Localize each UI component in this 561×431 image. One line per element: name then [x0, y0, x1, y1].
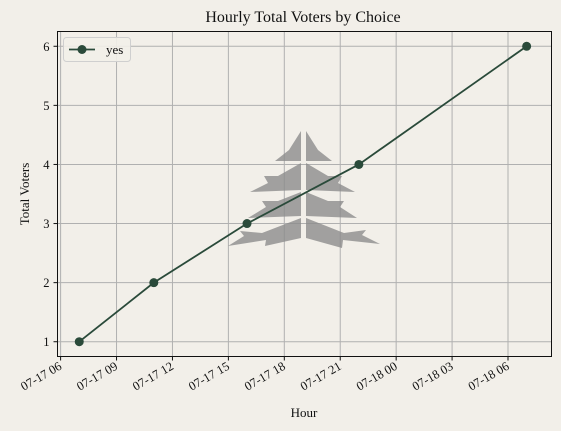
x-tick-label: 07-17 15 — [186, 359, 232, 394]
plot-frame — [57, 31, 552, 357]
x-tick-label: 07-18 00 — [354, 359, 400, 394]
legend-marker — [77, 45, 87, 54]
y-tick-label: 5 — [43, 99, 49, 113]
legend-box — [63, 37, 131, 62]
series-line-yes — [78, 45, 528, 343]
data-point-yes — [522, 41, 532, 51]
data-point-yes — [354, 159, 364, 169]
legend-label-yes: yes — [106, 42, 123, 57]
y-tick-label: 6 — [43, 40, 49, 54]
y-axis-label: Total Voters — [17, 163, 32, 226]
x-tick-label: 07-18 03 — [410, 359, 456, 394]
grid — [57, 31, 552, 357]
y-tick-label: 3 — [43, 217, 49, 231]
legend: yes — [63, 37, 131, 62]
x-tick-label: 07-17 09 — [74, 359, 120, 394]
y-axis: 1 2 3 4 5 6 — [43, 40, 58, 349]
watermark-tree-logo — [228, 131, 380, 248]
x-tick-label: 07-18 06 — [466, 359, 512, 394]
x-axis-label: Hour — [291, 405, 318, 420]
x-tick-label: 07-17 12 — [130, 359, 176, 394]
data-point-yes — [149, 278, 159, 288]
x-tick-label: 07-17 06 — [18, 359, 64, 394]
y-tick-label: 1 — [43, 335, 49, 349]
x-tick-label: 07-17 18 — [242, 359, 288, 394]
series-layer — [74, 41, 532, 347]
chart-title: Hourly Total Voters by Choice — [205, 9, 400, 26]
data-point-yes — [242, 219, 252, 229]
data-point-yes — [74, 337, 84, 347]
x-tick-label: 07-17 21 — [298, 359, 344, 394]
y-tick-label: 4 — [43, 158, 50, 172]
x-axis: 07-17 06 07-17 09 07-17 12 07-17 15 07-17 18… — [18, 356, 512, 394]
y-tick-label: 2 — [43, 276, 49, 290]
